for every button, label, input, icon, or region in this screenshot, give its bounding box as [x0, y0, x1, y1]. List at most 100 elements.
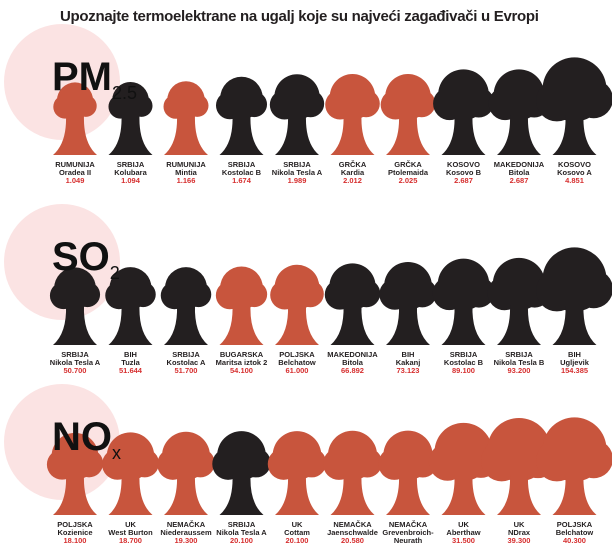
- chimney: [386, 305, 430, 345]
- value-label: 20.580: [324, 537, 382, 545]
- chimney: [497, 115, 541, 155]
- value-label: 20.100: [213, 537, 271, 545]
- category-label: POLJSKABelchatow61.000: [268, 351, 326, 375]
- category-label: SRBIJAKostolac B1.674: [213, 161, 271, 185]
- pollutant-label: SO2: [52, 235, 120, 284]
- value-label: 20.100: [268, 537, 326, 545]
- value-label: 18.100: [46, 537, 104, 545]
- plume: [164, 81, 209, 118]
- chimney: [331, 115, 375, 155]
- value-label: 39.300: [490, 537, 548, 545]
- value-label: 19.300: [157, 537, 215, 545]
- chimney: [220, 115, 264, 155]
- value-label: 18.700: [102, 537, 160, 545]
- chimney: [164, 115, 208, 155]
- value-label: 51.644: [102, 367, 160, 375]
- value-label: 31.500: [435, 537, 493, 545]
- value-label: 154.385: [546, 367, 604, 375]
- category-label: SRBIJAKostolac A51.700: [157, 351, 215, 375]
- chimney: [109, 115, 153, 155]
- chimney: [386, 115, 430, 155]
- value-label: 2.687: [490, 177, 548, 185]
- plume: [270, 265, 324, 310]
- chimney: [164, 475, 208, 515]
- value-label: 50.700: [46, 367, 104, 375]
- value-label: 40.300: [546, 537, 604, 545]
- chimney: [220, 305, 264, 345]
- category-label: BUGARSKAMaritsa iztok 254.100: [213, 351, 271, 375]
- plume: [325, 263, 380, 309]
- plume: [216, 77, 267, 120]
- category-label: UKNDrax39.300: [490, 521, 548, 545]
- plume: [323, 431, 382, 480]
- category-label: GRČKAKardia2.012: [324, 161, 382, 185]
- plume: [325, 74, 380, 119]
- category-label: SRBIJAKostolac B89.100: [435, 351, 493, 375]
- pollutant-label: NOx: [52, 415, 121, 464]
- pollutant: NO: [52, 415, 112, 459]
- chimney: [331, 305, 375, 345]
- value-label: 1.049: [46, 177, 104, 185]
- chimney: [275, 115, 319, 155]
- value-label: 1.989: [268, 177, 326, 185]
- plume: [216, 266, 267, 309]
- chimney: [109, 305, 153, 345]
- value-label: 73.123: [379, 367, 437, 375]
- value-label: 1.094: [102, 177, 160, 185]
- value-label: 93.200: [490, 367, 548, 375]
- chimney: [275, 305, 319, 345]
- plume: [212, 431, 270, 480]
- chimney: [442, 115, 486, 155]
- plume: [536, 57, 612, 121]
- value-label: 89.100: [435, 367, 493, 375]
- value-label: 2.012: [324, 177, 382, 185]
- plume: [536, 417, 612, 481]
- chimney: [386, 475, 430, 515]
- plume: [379, 262, 436, 310]
- plume: [270, 74, 324, 119]
- category-label: SRBIJAKolubara1.094: [102, 161, 160, 185]
- category-label: RUMUNIJAOradea II1.049: [46, 161, 104, 185]
- value-label: 61.000: [268, 367, 326, 375]
- category-label: KOSOVOKosovo B2.687: [435, 161, 493, 185]
- chimney: [497, 305, 541, 345]
- category-label: UKWest Burton18.700: [102, 521, 160, 545]
- category-label: NEMAČKANiederaussem19.300: [157, 521, 215, 545]
- value-label: 2.687: [435, 177, 493, 185]
- plume: [536, 247, 612, 311]
- value-label: 1.166: [157, 177, 215, 185]
- title: Upoznajte termoelektrane na ugalj koje s…: [60, 8, 539, 25]
- value-label: 66.892: [324, 367, 382, 375]
- value-label: 2.025: [379, 177, 437, 185]
- chimney: [275, 475, 319, 515]
- value-label: 1.674: [213, 177, 271, 185]
- value-label: 54.100: [213, 367, 271, 375]
- pollutant-sub: x: [112, 443, 121, 463]
- plume: [157, 432, 215, 480]
- chimney: [331, 475, 375, 515]
- plume: [268, 431, 326, 480]
- chimney: [109, 475, 153, 515]
- value-label: 4.851: [546, 177, 604, 185]
- plume: [433, 69, 494, 120]
- plume: [381, 74, 436, 120]
- pollutant: PM: [52, 55, 112, 99]
- plume: [161, 267, 212, 309]
- plant: Grevenbroich-Neurath: [379, 529, 437, 545]
- plume: [378, 431, 437, 480]
